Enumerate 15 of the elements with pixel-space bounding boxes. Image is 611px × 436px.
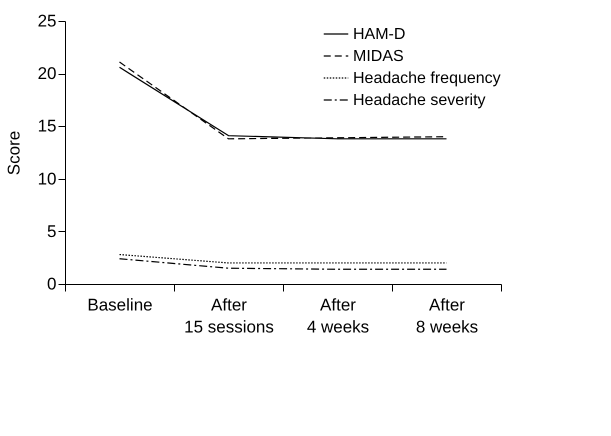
y-tick-label: 5 [47, 222, 56, 241]
y-axis-title: Score [4, 130, 24, 176]
x-tick-label: After 4 weeks [306, 296, 370, 336]
legend-label: Headache severity [353, 92, 486, 109]
x-tick-label: After 15 sessions [184, 296, 274, 336]
y-tick-label: 20 [38, 64, 56, 84]
y-tick-label: 25 [38, 12, 56, 30]
x-tick-label: After 8 weeks [416, 296, 478, 336]
y-tick-label: 10 [38, 169, 56, 188]
legend-label: Headache frequency [353, 70, 501, 87]
y-tick-label: 0 [47, 274, 56, 294]
legend-label: HAM-D [353, 26, 406, 43]
legend-label: MIDAS [353, 48, 404, 65]
x-tick-label: Baseline [87, 296, 153, 314]
y-tick-label: 15 [38, 116, 56, 136]
